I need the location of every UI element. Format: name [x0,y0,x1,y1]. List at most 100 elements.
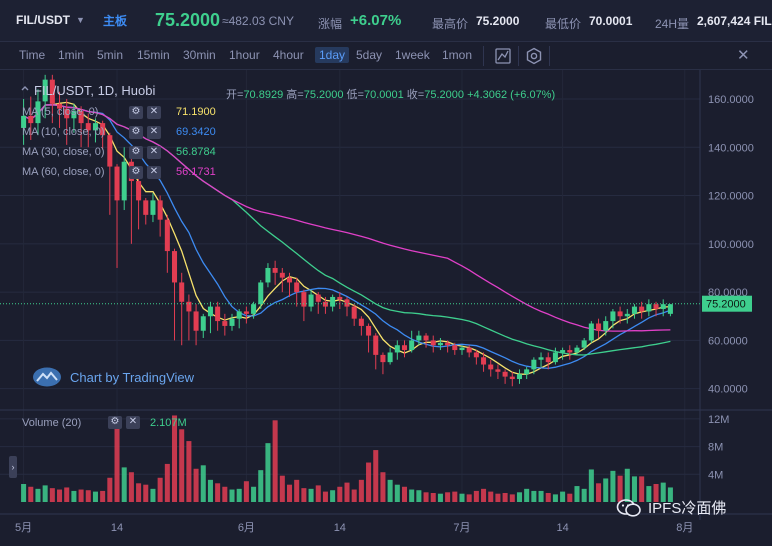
close-icon[interactable]: ✕ [147,166,161,179]
volume-bar [200,465,206,502]
volume-bar [265,443,271,502]
candle-body [445,342,451,346]
volume-bar [538,490,544,502]
volume-bar [596,483,602,502]
close-icon[interactable]: ✕ [147,126,161,139]
last-price: 75.2000 [155,10,221,30]
timeframe-1hour[interactable]: 1hour [229,48,260,62]
candle-body [473,352,479,358]
settings-icon[interactable]: ⚙ [129,126,143,139]
price-tick-label: 100.0000 [708,239,754,251]
volume-bar [560,491,566,502]
volume-bar [49,488,55,502]
time-tick-label: 7月 [453,522,470,534]
candle-body [631,306,637,314]
settings-icon[interactable]: ⚙ [129,146,143,159]
volume-bar [35,488,41,502]
candlesticks [21,74,673,387]
chart-area[interactable]: 160.0000 140.0000 120.0000 100.0000 80.0000 6… [0,70,772,546]
volume-bar [337,486,343,502]
candle-body [639,306,645,312]
candle-body [423,335,429,341]
candle-body [258,282,264,305]
volume-bar [646,486,652,502]
volume-bar [466,494,472,502]
volume-bar [495,493,501,502]
close-icon[interactable]: ✕ [737,47,750,64]
volume-bar [631,476,637,502]
volume-study-label: Volume (20) [22,417,82,429]
volume-bar [21,484,27,502]
close-icon[interactable]: ✕ [126,416,140,429]
volume-bar [100,490,106,502]
candle-body [215,306,221,322]
close-icon[interactable]: ✕ [147,106,161,119]
close-icon[interactable]: ✕ [147,146,161,159]
volume-bar [545,493,551,502]
candle-body [366,325,372,336]
volume-bar [351,489,357,502]
close-label: 收= [406,89,425,101]
volume-bar [330,490,336,502]
candle-body [85,123,91,131]
toolbar-divider [518,46,519,66]
candle-body [143,200,149,215]
timeframe-1min[interactable]: 1min [58,48,85,62]
volume-bar [430,493,436,502]
timeframe-4hour[interactable]: 4hour [273,48,304,62]
candle-body [574,347,580,353]
volume-bar [308,488,314,502]
indicators-icon[interactable] [494,47,512,65]
price-tick-label: 140.0000 [708,142,754,154]
settings-icon[interactable]: ⚙ [129,106,143,119]
candle-body [358,318,364,326]
settings-icon[interactable] [525,47,543,65]
timeframe-1day[interactable]: 1day [315,47,350,63]
timeframe-5min[interactable]: 5min [97,48,124,62]
settings-icon[interactable]: ⚙ [129,166,143,179]
price-tick-label: 60.0000 [708,335,748,347]
candle-body [136,181,142,201]
candle-body [430,340,436,346]
low-label: 低= [346,89,364,101]
tradingview-branding[interactable]: Chart by TradingView [32,367,194,387]
volume-bar [610,470,616,502]
chart-axes: 160.0000140.0000120.0000100.000080.00006… [0,70,772,534]
chevron-right-icon[interactable]: › [9,456,17,478]
candle-body [351,306,357,319]
candle-body [172,251,178,283]
timeframe-15min[interactable]: 15min [137,48,170,62]
last-price-tag [702,295,752,312]
volume-bar [574,486,580,502]
close-value: 75.2000 [424,89,464,101]
price-tick-label: 160.0000 [708,94,754,106]
timeframe-1week[interactable]: 1week [395,48,430,62]
candle-body [35,101,41,124]
candle-body [481,357,487,365]
collapse-legend-icon[interactable] [20,84,30,94]
study-label: MA (30, close, 0) [22,146,105,158]
price-chart[interactable]: 160.0000140.0000120.0000100.000080.00006… [0,70,772,546]
volume-bar [481,488,487,502]
settings-icon[interactable]: ⚙ [108,416,122,429]
candle-body [28,115,34,124]
timeframe-5day[interactable]: 5day [356,48,383,62]
timeframe-30min[interactable]: 30min [183,48,216,62]
timeframe-time[interactable]: Time [19,48,46,62]
toolbar-divider [483,46,484,66]
volume-bar [653,484,659,502]
ma-line [23,101,671,375]
volume-bar [401,486,408,502]
volume-tick-label: 8M [708,442,723,454]
timeframe-1mon[interactable]: 1mon [442,48,473,62]
volume-bar [92,491,98,502]
candle-body [581,340,587,348]
volume-bar [294,479,300,502]
moving-average-lines [23,101,671,375]
volume-bar [251,486,257,502]
candle-body [524,369,530,375]
volume-bar [279,475,285,502]
pair-selector[interactable]: FIL/USDT ▼ [16,13,85,27]
study-value: 56.1731 [176,166,216,178]
volume-bar [567,493,573,502]
